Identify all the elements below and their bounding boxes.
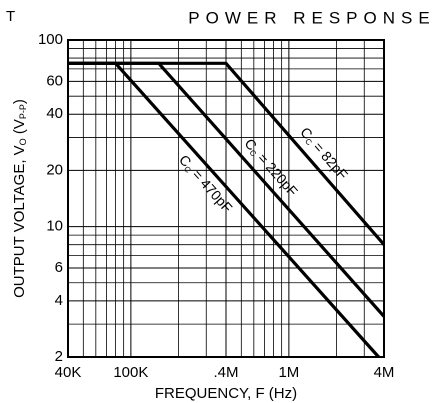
y-tick-label: 40 [46,105,63,122]
x-tick-label: 40K [55,364,82,381]
y-tick-label: 60 [46,72,63,89]
y-tick-label: 4 [55,292,63,309]
y-axis-label-part: ) [11,99,28,104]
series-label: CC = 470pF [175,151,236,216]
y-axis-label-part: OUTPUT VOLTAGE, V [11,145,28,298]
series-label-part: = 82pF [308,136,352,183]
x-tick-label: 100K [113,364,148,381]
y-axis-label-part: O [18,138,28,145]
y-tick-label: 100 [38,31,63,48]
plot-frame [67,39,385,358]
chart-title: POWER RESPONSE [188,8,435,27]
series-label-part: = 220pF [252,147,301,199]
y-axis-label: OUTPUT VOLTAGE, VO (VP-P) [11,99,28,298]
series-label-part: C [182,165,193,175]
x-tick-label: 1M [278,364,299,381]
y-tick-label: 20 [46,161,63,178]
corner-text: T [6,8,15,25]
x-tick-label: 4M [374,364,395,381]
series-label-part: C [303,137,314,147]
y-tick-label: 10 [46,218,63,235]
series-line [68,61,380,359]
y-axis-label-part: (V [11,119,28,138]
y-tick-label: 6 [55,259,63,276]
x-tick-label: .4M [213,364,238,381]
x-axis-label: FREQUENCY, F (Hz) [155,385,297,402]
y-tick-label: 2 [55,348,63,365]
series-label-part: C [247,148,258,158]
y-axis-label-part: P-P [18,104,28,119]
